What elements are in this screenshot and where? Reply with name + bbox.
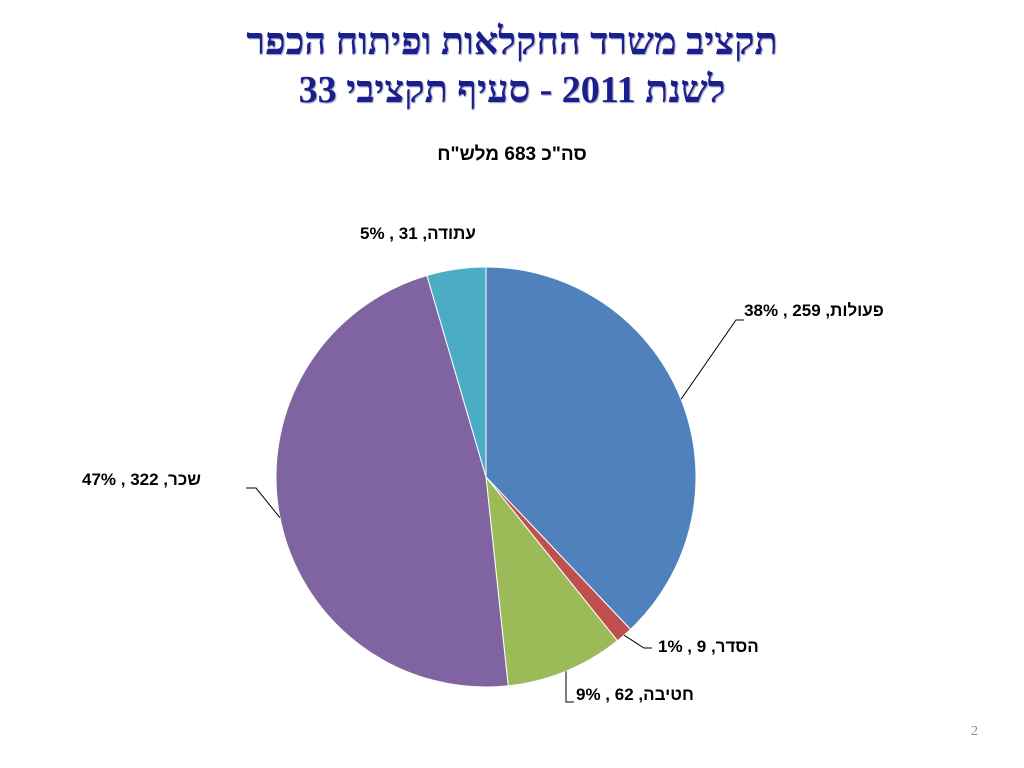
leader-line-hesder bbox=[623, 634, 652, 649]
pie-slice-sachar bbox=[275, 274, 509, 688]
leader-line-hativa bbox=[565, 671, 574, 703]
chart-title: סה"כ 683 מלש"ח bbox=[437, 144, 587, 165]
pie-slice-atuda bbox=[426, 266, 487, 478]
data-label-hativa: חטיבה, 62 , 9% bbox=[576, 685, 694, 704]
data-label-peulot-text: פעולות, 259 , 38% bbox=[744, 301, 884, 320]
leader-line-sachar bbox=[246, 487, 281, 519]
data-label-hesder: הסדר, 9 , 1% bbox=[658, 637, 759, 656]
slide-title: תקציב משרד החקלאות ופיתוח הכפר לשנת 2011… bbox=[0, 18, 1024, 114]
data-label-peulot: פעולות, 259 , 38% bbox=[744, 300, 884, 322]
data-label-atuda: עתודה, 31 , 5% bbox=[360, 224, 476, 243]
slide-title-line2: לשנת 2011 - סעיף תקציבי 33 bbox=[298, 69, 726, 111]
slide-title-line1: תקציב משרד החקלאות ופיתוח הכפר bbox=[246, 21, 778, 63]
leader-line-peulot bbox=[680, 319, 744, 400]
data-label-sachar: שכר, 322 , 47% bbox=[82, 470, 201, 489]
page-number: 2 bbox=[971, 724, 978, 739]
